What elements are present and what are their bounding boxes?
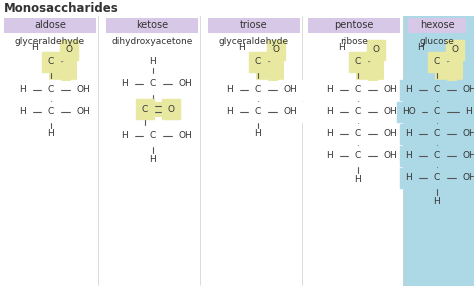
Text: C: C bbox=[434, 86, 440, 95]
Text: C: C bbox=[142, 104, 148, 113]
Bar bbox=[403, 16, 474, 286]
Text: OH: OH bbox=[462, 173, 474, 182]
Text: H: H bbox=[19, 108, 27, 117]
Text: OH: OH bbox=[283, 108, 297, 117]
Bar bbox=[435, 59, 463, 81]
Text: OH: OH bbox=[283, 86, 297, 95]
Text: C: C bbox=[48, 57, 54, 66]
Bar bbox=[4, 18, 96, 33]
Text: HO: HO bbox=[402, 108, 416, 117]
Text: glucose: glucose bbox=[419, 37, 455, 46]
Text: H: H bbox=[406, 173, 412, 182]
Text: C: C bbox=[434, 130, 440, 139]
Text: glyceraldehyde: glyceraldehyde bbox=[219, 37, 289, 46]
Text: C: C bbox=[355, 151, 361, 160]
Text: OH: OH bbox=[383, 151, 397, 160]
Text: H: H bbox=[150, 57, 156, 66]
Bar bbox=[308, 18, 400, 33]
Text: OH: OH bbox=[462, 151, 474, 160]
Text: C: C bbox=[434, 57, 440, 66]
Text: H: H bbox=[32, 44, 38, 52]
Text: C: C bbox=[355, 86, 361, 95]
Text: triose: triose bbox=[240, 21, 268, 30]
Text: ketose: ketose bbox=[136, 21, 168, 30]
Text: OH: OH bbox=[462, 130, 474, 139]
Bar bbox=[49, 59, 77, 81]
Text: H: H bbox=[327, 130, 333, 139]
Text: H: H bbox=[150, 155, 156, 164]
Text: OH: OH bbox=[178, 131, 192, 140]
Text: H: H bbox=[434, 197, 440, 206]
Text: ribose: ribose bbox=[340, 37, 368, 46]
Text: H: H bbox=[255, 130, 261, 139]
Text: aldose: aldose bbox=[34, 21, 66, 30]
Bar bbox=[139, 102, 175, 117]
Text: H: H bbox=[465, 108, 473, 117]
Text: H: H bbox=[122, 79, 128, 88]
Text: OH: OH bbox=[383, 130, 397, 139]
Text: H: H bbox=[238, 44, 246, 52]
Text: H: H bbox=[19, 86, 27, 95]
Text: C: C bbox=[355, 130, 361, 139]
Text: OH: OH bbox=[76, 86, 90, 95]
Text: O: O bbox=[273, 46, 280, 55]
Text: O: O bbox=[452, 46, 458, 55]
Text: dihydroxyacetone: dihydroxyacetone bbox=[111, 37, 193, 46]
Text: H: H bbox=[406, 86, 412, 95]
Text: C: C bbox=[434, 173, 440, 182]
Bar bbox=[106, 18, 198, 33]
Text: H: H bbox=[327, 151, 333, 160]
Text: H: H bbox=[327, 108, 333, 117]
Text: C: C bbox=[355, 57, 361, 66]
Text: H: H bbox=[355, 175, 361, 184]
Text: C: C bbox=[255, 86, 261, 95]
Text: OH: OH bbox=[462, 86, 474, 95]
Text: H: H bbox=[406, 151, 412, 160]
Text: C: C bbox=[434, 108, 440, 117]
Text: H: H bbox=[338, 44, 346, 52]
Text: C: C bbox=[434, 151, 440, 160]
Text: OH: OH bbox=[178, 79, 192, 88]
Text: H: H bbox=[227, 108, 233, 117]
Text: H: H bbox=[327, 86, 333, 95]
Bar bbox=[208, 18, 300, 33]
Text: OH: OH bbox=[76, 108, 90, 117]
Bar bbox=[256, 59, 284, 81]
Text: H: H bbox=[418, 44, 424, 52]
Text: H: H bbox=[47, 130, 55, 139]
Bar bbox=[408, 18, 466, 33]
Text: C: C bbox=[255, 57, 261, 66]
Text: OH: OH bbox=[383, 86, 397, 95]
Text: glyceraldehyde: glyceraldehyde bbox=[15, 37, 85, 46]
Text: H: H bbox=[227, 86, 233, 95]
Bar bbox=[356, 59, 384, 81]
Text: C: C bbox=[48, 108, 54, 117]
Text: C: C bbox=[150, 131, 156, 140]
Text: O: O bbox=[167, 104, 174, 113]
Text: Monosaccharides: Monosaccharides bbox=[4, 3, 119, 15]
Text: H: H bbox=[406, 130, 412, 139]
Text: hexose: hexose bbox=[419, 21, 454, 30]
Text: C: C bbox=[48, 86, 54, 95]
Text: pentose: pentose bbox=[334, 21, 374, 30]
Text: C: C bbox=[150, 79, 156, 88]
Text: OH: OH bbox=[383, 108, 397, 117]
Text: O: O bbox=[373, 46, 380, 55]
Text: C: C bbox=[355, 108, 361, 117]
Text: O: O bbox=[65, 46, 73, 55]
Text: H: H bbox=[122, 131, 128, 140]
Text: C: C bbox=[255, 108, 261, 117]
